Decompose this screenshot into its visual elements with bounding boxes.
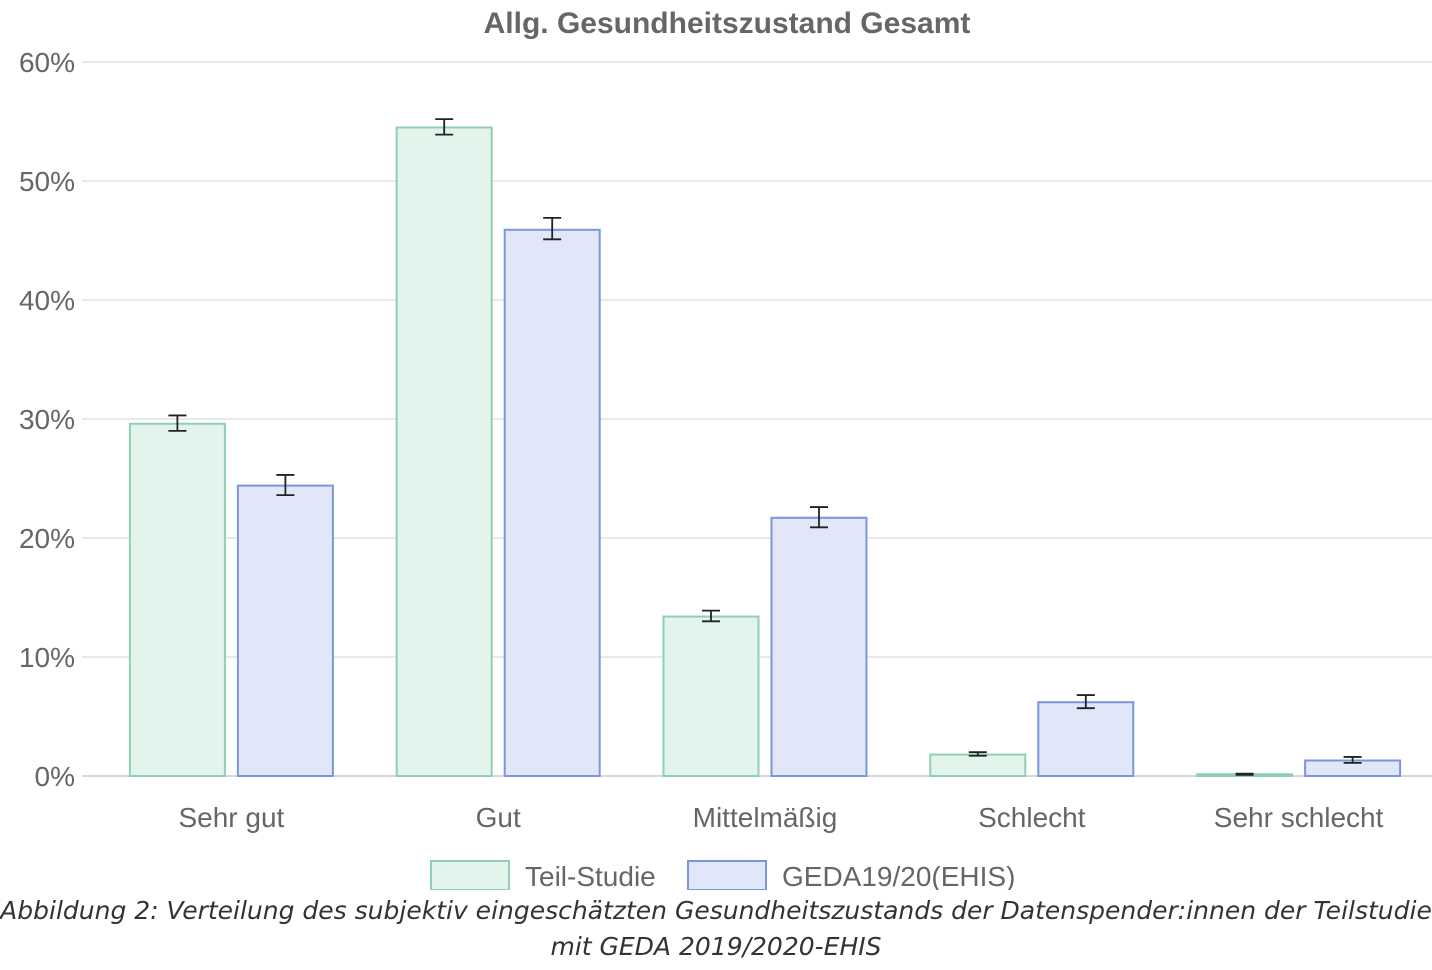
- bar: [395, 126, 493, 777]
- bar: [1037, 701, 1135, 777]
- y-axis-ticks: 0% 10% 20% 30% 40% 50% 60%: [19, 47, 75, 792]
- bars: [128, 126, 1402, 778]
- x-tick-label: Sehr gut: [178, 802, 284, 833]
- y-tick-label: 40%: [19, 285, 75, 316]
- y-tick-label: 10%: [19, 642, 75, 673]
- x-tick-label: Sehr schlecht: [1214, 802, 1384, 833]
- legend-label: Teil-Studie: [525, 861, 656, 890]
- y-tick-label: 50%: [19, 166, 75, 197]
- legend: Teil-Studie GEDA19/20(EHIS): [430, 860, 1015, 892]
- x-tick-label: Mittelmäßig: [693, 802, 838, 833]
- bar: [662, 615, 760, 777]
- bar: [929, 753, 1027, 778]
- y-tick-label: 30%: [19, 404, 75, 435]
- bar: [236, 484, 334, 777]
- x-axis-ticks: Sehr gut Gut Mittelmäßig Schlecht Sehr schle…: [178, 802, 1383, 833]
- x-tick-label: Gut: [476, 802, 521, 833]
- legend-label: GEDA19/20(EHIS): [782, 861, 1015, 890]
- error-bars: [168, 118, 1362, 776]
- bar: [128, 422, 226, 777]
- chart-title: Allg. Gesundheitszustand Gesamt: [484, 7, 971, 40]
- bar: [503, 228, 601, 778]
- bar-chart: Allg. Gesundheitszustand Gesamt 0% 10% 20%…: [19, 7, 1432, 892]
- y-tick-label: 0%: [35, 761, 75, 792]
- bar: [770, 516, 868, 778]
- y-tick-label: 20%: [19, 523, 75, 554]
- y-tick-label: 60%: [19, 47, 75, 78]
- figure-caption: Abbildung 2: Verteilung des subjektiv ei…: [0, 896, 1432, 961]
- legend-swatch: [430, 860, 510, 891]
- x-tick-label: Schlecht: [978, 802, 1086, 833]
- legend-swatch: [687, 860, 767, 891]
